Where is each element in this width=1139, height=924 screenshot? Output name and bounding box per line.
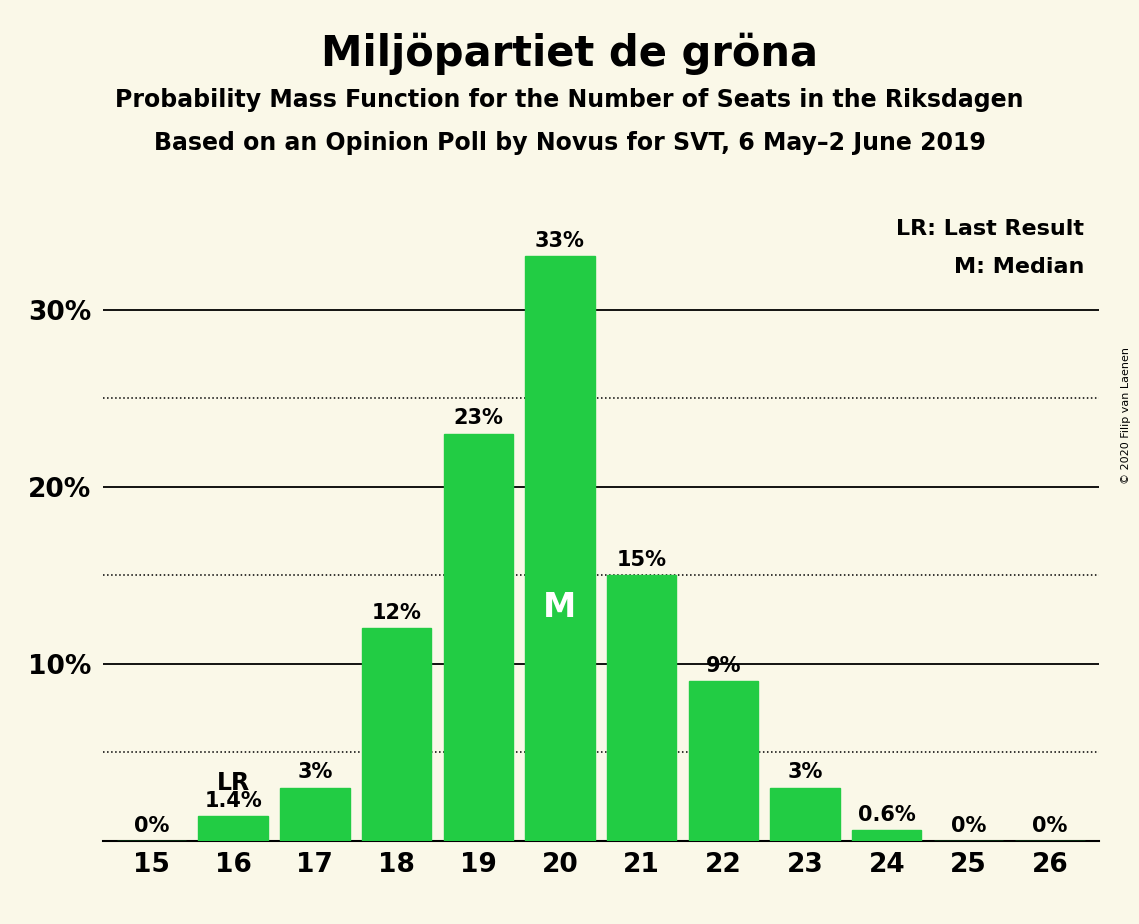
Bar (689, 682, 759, 841)
Bar (852, 831, 921, 841)
Text: 0%: 0% (134, 816, 170, 835)
Bar (525, 256, 595, 841)
Text: 1.4%: 1.4% (204, 791, 262, 810)
Text: 3%: 3% (297, 762, 333, 783)
Bar (198, 816, 268, 841)
Text: Based on an Opinion Poll by Novus for SVT, 6 May–2 June 2019: Based on an Opinion Poll by Novus for SV… (154, 131, 985, 155)
Text: M: M (543, 590, 576, 624)
Text: 23%: 23% (453, 408, 503, 428)
Bar (770, 787, 839, 841)
Text: 3%: 3% (787, 762, 822, 783)
Text: 12%: 12% (371, 603, 421, 623)
Text: 0.6%: 0.6% (858, 805, 916, 825)
Bar (362, 628, 432, 841)
Text: LR: LR (216, 771, 249, 795)
Text: LR: Last Result: LR: Last Result (896, 219, 1084, 239)
Text: Probability Mass Function for the Number of Seats in the Riksdagen: Probability Mass Function for the Number… (115, 88, 1024, 112)
Bar (280, 787, 350, 841)
Text: M: Median: M: Median (953, 258, 1084, 277)
Text: 0%: 0% (951, 816, 986, 835)
Text: 33%: 33% (535, 231, 585, 251)
Text: © 2020 Filip van Laenen: © 2020 Filip van Laenen (1121, 347, 1131, 484)
Text: 15%: 15% (616, 550, 666, 570)
Text: Miljöpartiet de gröna: Miljöpartiet de gröna (321, 32, 818, 75)
Text: 9%: 9% (705, 656, 741, 676)
Bar (443, 433, 513, 841)
Text: 0%: 0% (1032, 816, 1067, 835)
Bar (607, 575, 677, 841)
